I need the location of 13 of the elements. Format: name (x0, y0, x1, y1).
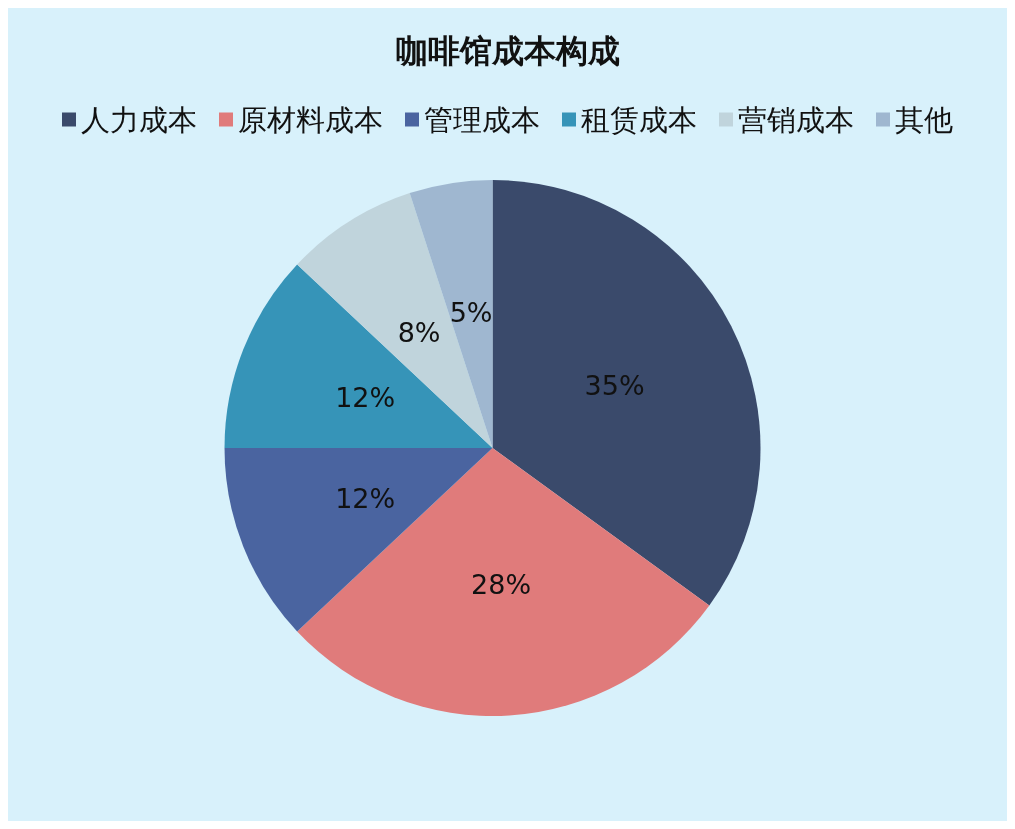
data-label: 12% (335, 382, 396, 414)
data-label: 12% (335, 482, 396, 514)
data-label: 5% (449, 297, 493, 329)
data-label: 8% (397, 316, 441, 348)
legend-label: 营销成本 (738, 102, 854, 137)
legend-label: 其他 (895, 102, 953, 137)
legend-label: 租赁成本 (581, 102, 697, 137)
legend-label: 人力成本 (81, 102, 197, 137)
legend-label: 管理成本 (424, 102, 540, 137)
legend-label: 原材料成本 (238, 102, 383, 137)
data-label: 28% (471, 569, 532, 601)
data-label: 35% (584, 370, 645, 402)
chart-title: 咖啡馆成本构成 (395, 32, 620, 70)
